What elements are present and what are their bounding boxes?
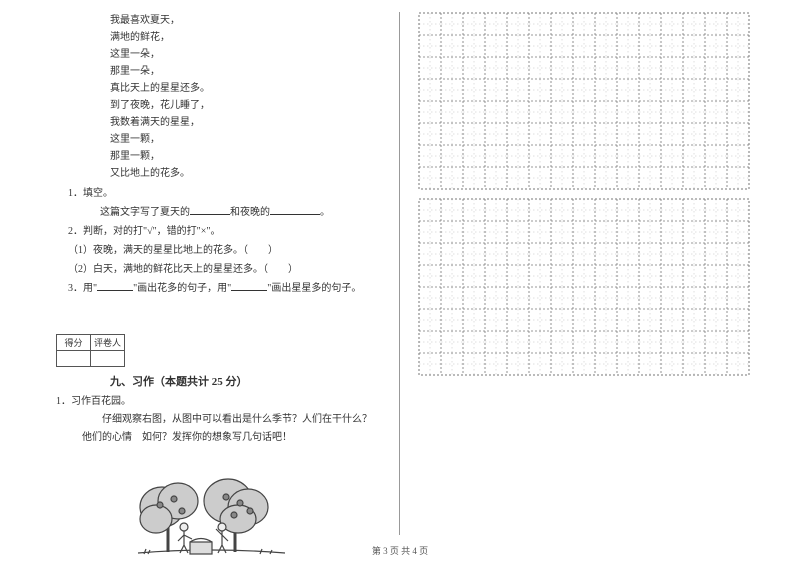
- poem-line: 那里一朵，: [110, 63, 381, 80]
- poem-line: 到了夜晚，花儿睡了，: [110, 97, 381, 114]
- grader-header: 评卷人: [91, 335, 125, 351]
- q2-label: 2．判断，对的打"√"，错的打"×"。: [68, 222, 381, 241]
- score-table: 得分 评卷人: [56, 334, 125, 367]
- q3: 3．用" "画出花多的句子，用" "画出星星多的句子。: [68, 279, 381, 298]
- question-list: 1．填空。 这篇文字写了夏天的 和夜晚的 。 2．判断，对的打"√"，错的打"×"。…: [68, 184, 381, 298]
- left-column: 我最喜欢夏天， 满地的鲜花， 这里一朵， 那里一朵， 真比天上的星星还多。 到了…: [50, 12, 400, 535]
- writing-grid-2[interactable]: [418, 198, 750, 376]
- writing-grid-1[interactable]: [418, 12, 750, 190]
- score-cell[interactable]: [57, 351, 91, 367]
- q3-a: 3．用": [68, 283, 97, 294]
- q1-a: 这篇文字写了夏天的: [100, 207, 190, 218]
- q1-b: 和夜晚的: [230, 207, 270, 218]
- q2-sub1: （1）夜晚，满天的星星比地上的花多。（ ）: [68, 241, 381, 260]
- poem-line: 这里一朵，: [110, 46, 381, 63]
- q3-c: "画出星星多的句子。: [267, 283, 361, 294]
- q3-b: "画出花多的句子，用": [133, 283, 231, 294]
- writing-prompt: 仔细观察右图，从图中可以看出是什么季节？人们在干什么？他们的心情 如何？发挥你的…: [82, 411, 381, 447]
- poem-line: 又比地上的花多。: [110, 165, 381, 182]
- fill-blank[interactable]: [231, 282, 267, 291]
- q1-label: 1．填空。: [68, 184, 381, 203]
- poem-line: 我最喜欢夏天，: [110, 12, 381, 29]
- fill-blank[interactable]: [270, 206, 320, 215]
- grader-cell[interactable]: [91, 351, 125, 367]
- q1-text: 这篇文字写了夏天的 和夜晚的 。: [100, 203, 381, 222]
- section-9-title: 九、习作（本题共计 25 分）: [110, 373, 381, 389]
- poem-line: 那里一颗，: [110, 148, 381, 165]
- writing-item-num: 1．习作百花园。: [56, 393, 381, 411]
- poem-line: 这里一颗，: [110, 131, 381, 148]
- fill-blank[interactable]: [97, 282, 133, 291]
- fill-blank[interactable]: [190, 206, 230, 215]
- poem-block: 我最喜欢夏天， 满地的鲜花， 这里一朵， 那里一朵， 真比天上的星星还多。 到了…: [110, 12, 381, 182]
- right-column: [400, 12, 750, 535]
- q1-c: 。: [320, 207, 330, 218]
- poem-line: 满地的鲜花，: [110, 29, 381, 46]
- poem-line: 我数着满天的星星，: [110, 114, 381, 131]
- page-footer: 第 3 页 共 4 页: [0, 544, 800, 557]
- score-header: 得分: [57, 335, 91, 351]
- poem-line: 真比天上的星星还多。: [110, 80, 381, 97]
- q2-sub2: （2）白天，满地的鲜花比天上的星星还多。（ ）: [68, 260, 381, 279]
